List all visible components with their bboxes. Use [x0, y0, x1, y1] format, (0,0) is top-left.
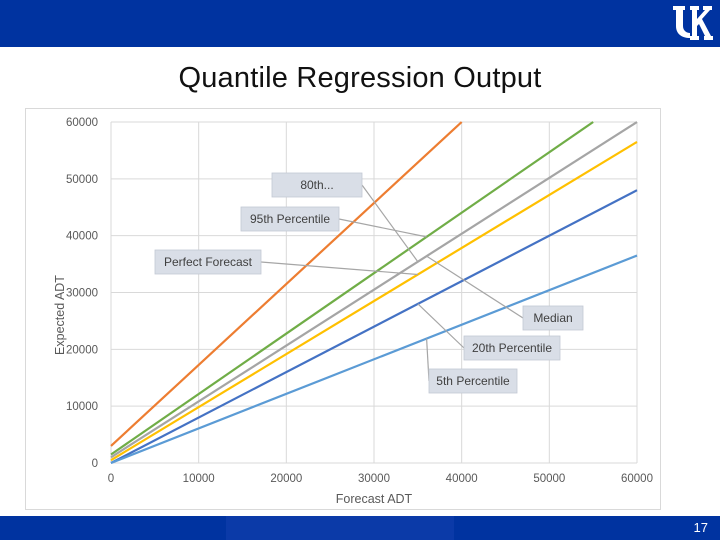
x-tick-label: 40000: [446, 473, 478, 485]
footer-segment: [226, 516, 454, 540]
callout-label: 80th...: [300, 178, 333, 192]
callout-box: [428, 368, 518, 394]
series-lines: [110, 121, 638, 465]
page-number: 17: [693, 520, 708, 535]
chart-frame: 0 10000 20000 30000 40000 50000 60000 0 10000 200…: [25, 108, 661, 510]
x-tick-label: 0: [108, 473, 114, 485]
series-line-5th-percentile: [110, 254, 638, 465]
y-tick-label: 50000: [66, 174, 98, 186]
x-axis-label: Forecast ADT: [336, 492, 413, 506]
slide-title: Quantile Regression Output: [178, 62, 542, 94]
uk-logo: [673, 6, 713, 40]
callout-leader: [260, 261, 418, 276]
x-tick-label: 60000: [621, 473, 653, 485]
x-tick-label: 10000: [183, 473, 215, 485]
x-tick-label: 30000: [358, 473, 390, 485]
callout-label: 95th Percentile: [250, 212, 330, 226]
callout-label: 5th Percentile: [436, 374, 510, 388]
series-line-95th-percentile: [110, 121, 594, 456]
x-tick-label: 20000: [270, 473, 302, 485]
callout-box: [240, 206, 340, 232]
header-bar: [0, 0, 720, 47]
callout-box: [463, 335, 561, 361]
series-line-20th-percentile: [110, 189, 638, 464]
callout-leader: [338, 218, 427, 238]
series-line-80th: [110, 121, 638, 459]
callout-box: [271, 172, 363, 198]
series-line-perfect-forecast: [110, 121, 463, 447]
callout-label: Median: [533, 311, 572, 325]
callouts: 80th... 95th Percentile Perfect Forecast Me…: [154, 172, 584, 394]
callout-label: Perfect Forecast: [164, 255, 253, 269]
series-line-median: [110, 140, 638, 462]
y-tick-label: 30000: [66, 288, 98, 300]
y-tick-label: 20000: [66, 344, 98, 356]
callout-leader: [361, 184, 419, 263]
callout-leader: [426, 255, 524, 319]
callout-box: [522, 305, 584, 331]
callout-box: [154, 249, 262, 275]
y-tick-label: 0: [92, 458, 98, 470]
quantile-regression-chart: 0 10000 20000 30000 40000 50000 60000 0 10000 200…: [53, 117, 653, 506]
y-tick-label: 60000: [66, 117, 98, 129]
y-axis-label: Expected ADT: [53, 275, 67, 355]
y-tick-label: 10000: [66, 401, 98, 413]
x-tick-label: 50000: [533, 473, 565, 485]
y-tick-label: 40000: [66, 231, 98, 243]
callout-leader: [417, 303, 465, 349]
callout-label: 20th Percentile: [472, 341, 552, 355]
tick-labels: 0 10000 20000 30000 40000 50000 60000 0 10000 200…: [66, 117, 653, 485]
